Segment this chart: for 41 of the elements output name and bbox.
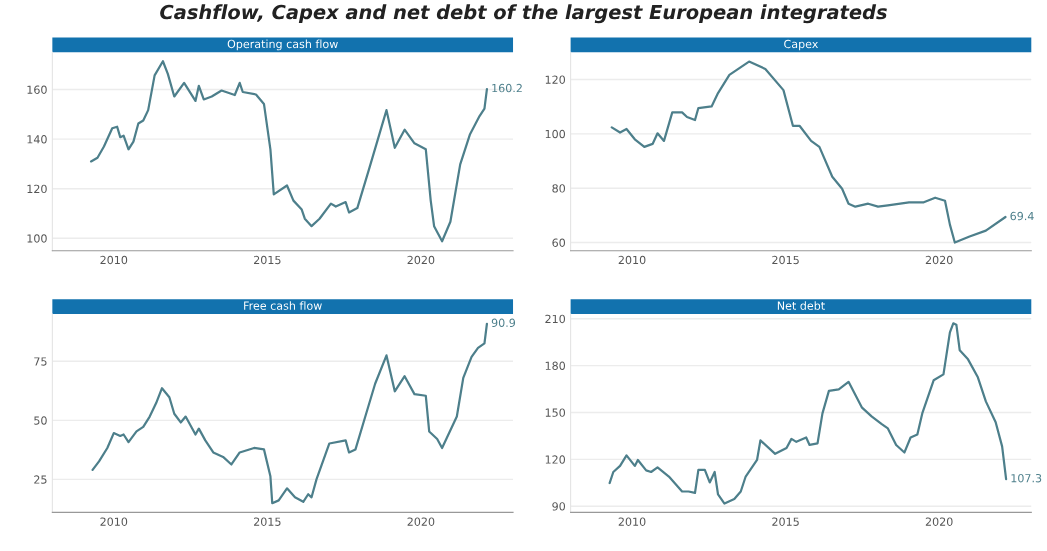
x-tick-label: 2015 bbox=[254, 517, 281, 526]
x-tick-label: 2010 bbox=[618, 255, 646, 265]
line-series bbox=[89, 60, 489, 243]
annotation: 107.3 bbox=[1011, 473, 1042, 483]
y-tick-label: 100 bbox=[27, 234, 47, 243]
line-series bbox=[608, 322, 1008, 505]
line-series bbox=[91, 322, 489, 505]
y-tick-label: 90 bbox=[552, 502, 566, 511]
y-tick-label: 120 bbox=[545, 455, 566, 464]
y-tick-label: 150 bbox=[545, 408, 566, 417]
x-tick-label: 2010 bbox=[618, 517, 646, 526]
x-tick-label: 2015 bbox=[772, 255, 799, 265]
y-tick-label: 75 bbox=[34, 357, 47, 366]
y-tick-label: 120 bbox=[545, 75, 566, 84]
chart-title: Capex bbox=[784, 39, 819, 51]
y-tick-label: 210 bbox=[545, 314, 566, 324]
x-tick-label: 2020 bbox=[925, 255, 953, 265]
y-tick-label: 100 bbox=[545, 129, 566, 139]
y-tick-label: 160 bbox=[27, 85, 47, 94]
x-tick-label: 2015 bbox=[772, 517, 799, 526]
x-tick-label: 2010 bbox=[100, 255, 128, 265]
y-tick-label: 25 bbox=[34, 475, 47, 484]
chart-title: Net debt bbox=[777, 301, 825, 310]
y-tick-label: 80 bbox=[552, 184, 566, 193]
chart-title: Operating cash flow bbox=[227, 39, 338, 51]
y-tick-label: 140 bbox=[27, 135, 47, 144]
x-tick-label: 2020 bbox=[407, 255, 435, 265]
y-tick-label: 180 bbox=[545, 361, 566, 370]
y-tick-label: 50 bbox=[34, 416, 47, 425]
line-series bbox=[610, 60, 1007, 244]
y-tick-label: 120 bbox=[27, 184, 47, 194]
x-tick-label: 2020 bbox=[407, 517, 435, 526]
annotation: 160.2 bbox=[492, 83, 522, 93]
x-tick-label: 2010 bbox=[100, 517, 128, 526]
x-tick-label: 2020 bbox=[925, 517, 953, 526]
y-tick-label: 60 bbox=[552, 238, 566, 247]
x-tick-label: 2015 bbox=[254, 255, 281, 265]
chart-title: Free cash flow bbox=[244, 301, 322, 310]
annotation: 90.9 bbox=[491, 318, 516, 327]
text: Cashflow, Capex and net debt of the largest European integrateds bbox=[160, 4, 887, 24]
annotation: 69.4 bbox=[1010, 211, 1034, 221]
